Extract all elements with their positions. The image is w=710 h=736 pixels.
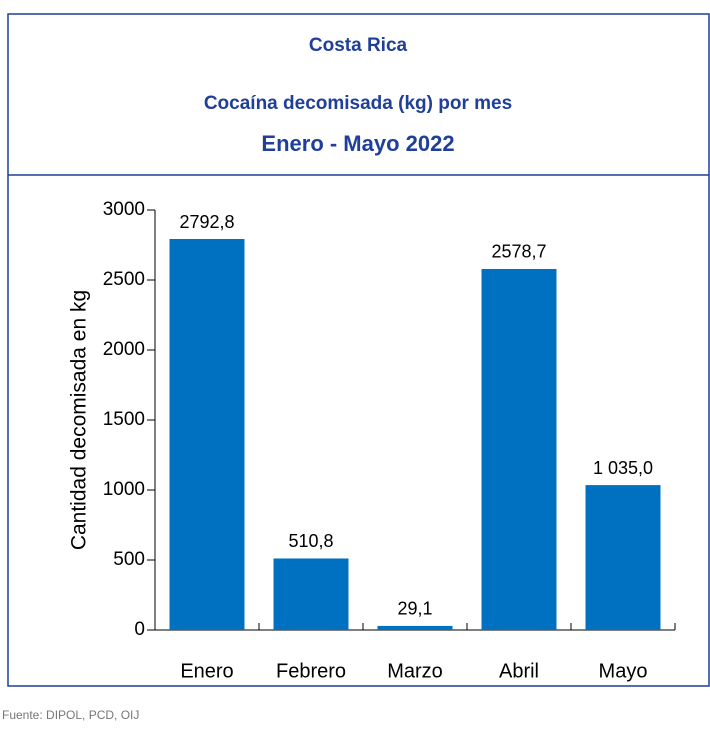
x-tick-label: Febrero bbox=[276, 660, 346, 682]
value-label: 1 035,0 bbox=[593, 458, 653, 478]
value-label: 2578,7 bbox=[491, 242, 546, 262]
chart-subtitle: Cocaína decomisada (kg) por mes bbox=[204, 93, 512, 114]
y-tick-label: 2000 bbox=[103, 339, 145, 360]
bar bbox=[169, 239, 245, 630]
x-tick-label: Enero bbox=[180, 660, 233, 682]
value-label: 29,1 bbox=[397, 599, 432, 619]
bar bbox=[377, 625, 453, 630]
y-tick-label: 1000 bbox=[103, 479, 145, 500]
y-axis-label: Cantidad decomisada en kg bbox=[68, 290, 91, 550]
x-tick-label: Marzo bbox=[387, 660, 443, 682]
y-tick-label: 3000 bbox=[103, 199, 145, 220]
bar bbox=[585, 485, 661, 630]
source: Fuente: DIPOL, PCD, OIJ bbox=[2, 708, 139, 722]
y-tick-label: 500 bbox=[113, 549, 145, 570]
frame bbox=[7, 13, 710, 687]
bar bbox=[481, 268, 557, 630]
x-tick-label: Mayo bbox=[599, 660, 648, 682]
chart-title: Costa Rica bbox=[309, 35, 408, 56]
y-tick-label: 2500 bbox=[103, 269, 145, 290]
x-tick-label: Abril bbox=[499, 660, 539, 682]
chart-period: Enero - Mayo 2022 bbox=[261, 131, 454, 156]
y-tick-label: 0 bbox=[134, 619, 145, 640]
value-label: 2792,8 bbox=[179, 212, 234, 232]
y-tick-label: 1500 bbox=[103, 409, 145, 430]
bar bbox=[273, 558, 349, 630]
value-label: 510,8 bbox=[288, 531, 333, 551]
